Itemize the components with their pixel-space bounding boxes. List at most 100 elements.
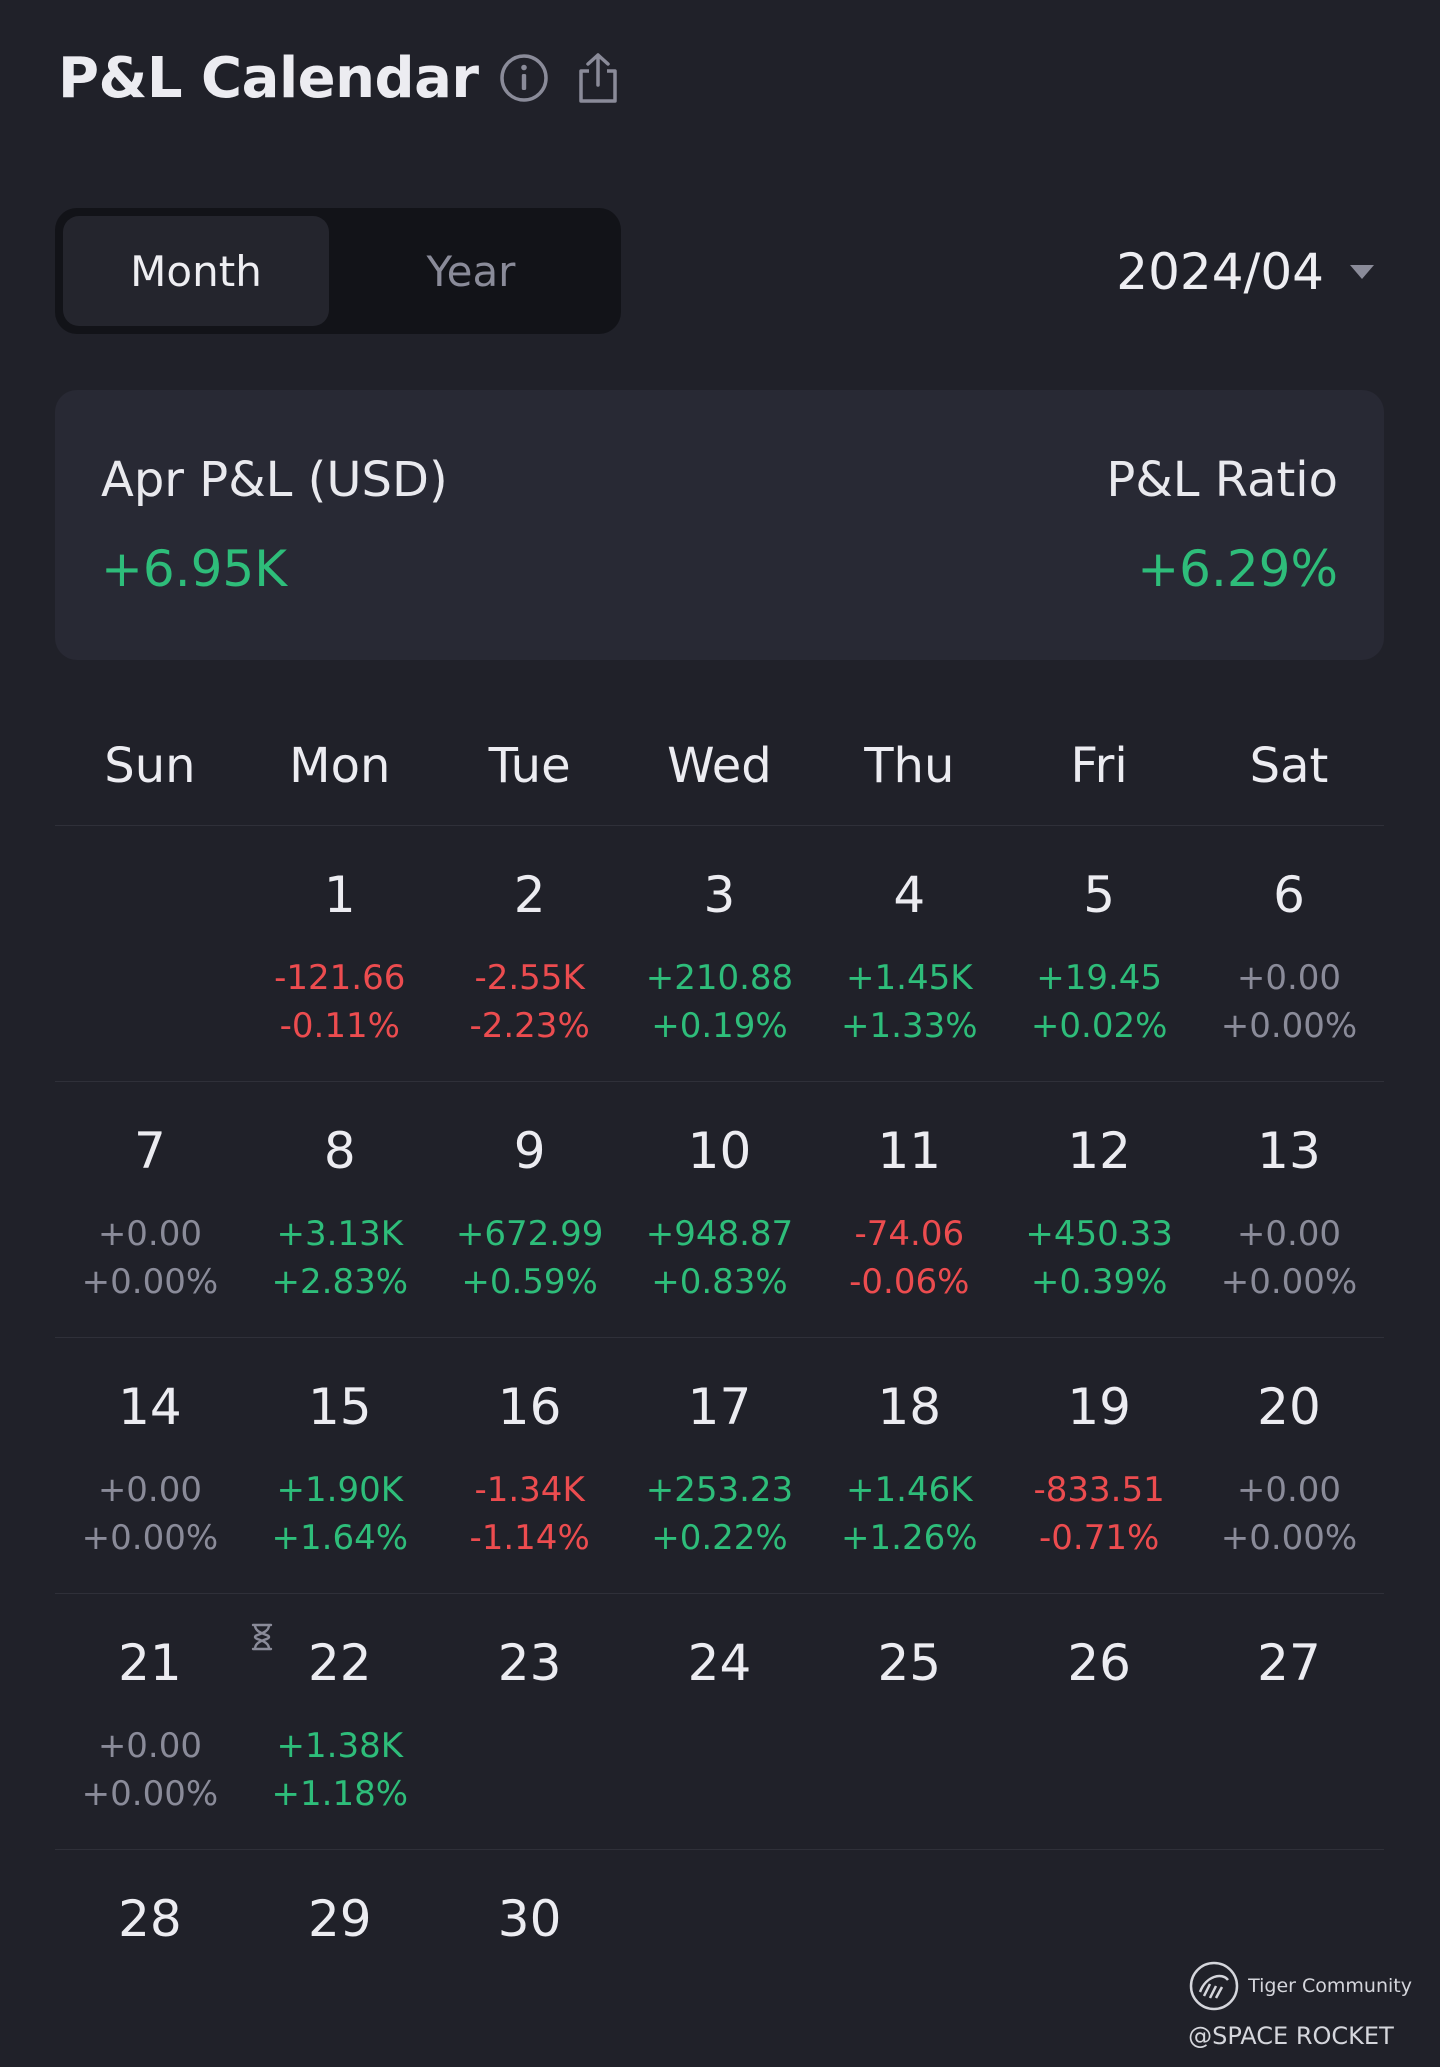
calendar-day-cell[interactable]: 27: [1194, 1594, 1384, 1849]
day-pnl-percent: +0.22%: [651, 1518, 788, 1558]
day-pnl-percent: -1.14%: [469, 1518, 590, 1558]
calendar-day-cell[interactable]: 28: [55, 1850, 245, 2067]
month-selector-value: 2024/04: [1116, 243, 1324, 301]
day-number: 4: [893, 866, 926, 924]
day-number: 26: [1067, 1634, 1131, 1692]
calendar-day-cell[interactable]: 25: [814, 1594, 1004, 1849]
calendar-day-cell[interactable]: 7 +0.00 +0.00%: [55, 1082, 245, 1337]
day-pnl-value: +450.33: [1025, 1214, 1173, 1254]
calendar-day-cell[interactable]: 17 +253.23 +0.22%: [625, 1338, 815, 1593]
day-pnl-percent: +0.00%: [81, 1518, 219, 1558]
calendar-day-cell[interactable]: 23: [435, 1594, 625, 1849]
day-pnl-value: -1.34K: [474, 1470, 585, 1510]
calendar-day-cell[interactable]: 8 +3.13K +2.83%: [245, 1082, 435, 1337]
day-pnl-percent: -0.11%: [279, 1006, 400, 1046]
month-selector[interactable]: 2024/04: [1116, 232, 1374, 312]
day-pnl-percent: +1.64%: [271, 1518, 409, 1558]
day-number: 7: [134, 1122, 166, 1180]
day-number: 5: [1083, 866, 1116, 924]
calendar-day-cell[interactable]: 11 -74.06 -0.06%: [814, 1082, 1004, 1337]
day-pnl-percent: +0.02%: [1030, 1006, 1168, 1046]
calendar-day-cell[interactable]: 30: [435, 1850, 625, 2067]
day-number: 14: [118, 1378, 182, 1436]
day-pnl-value: +1.90K: [276, 1470, 404, 1510]
day-pnl-percent: +0.39%: [1030, 1262, 1168, 1302]
calendar-day-cell[interactable]: 20 +0.00 +0.00%: [1194, 1338, 1384, 1593]
toggle-month[interactable]: Month: [63, 216, 329, 326]
tiger-community-logo-icon: [1189, 1961, 1239, 2011]
calendar-day-cell[interactable]: 19 -833.51 -0.71%: [1004, 1338, 1194, 1593]
calendar-empty-cell: [814, 1850, 1004, 2067]
header: P&L Calendar: [58, 42, 626, 114]
weekday-tue: Tue: [488, 738, 571, 794]
day-pnl-value: +0.00: [97, 1726, 203, 1766]
day-number: 2: [513, 866, 546, 924]
calendar-day-cell[interactable]: 1 -121.66 -0.11%: [245, 826, 435, 1081]
period-toggle: Month Year: [55, 208, 621, 334]
day-pnl-percent: +0.00%: [1220, 1518, 1358, 1558]
calendar-day-cell[interactable]: 13 +0.00 +0.00%: [1194, 1082, 1384, 1337]
page-title: P&L Calendar: [58, 45, 479, 111]
pnl-ratio-value: +6.29%: [1137, 540, 1338, 598]
day-pnl-value: -833.51: [1033, 1470, 1165, 1510]
day-pnl-percent: -0.06%: [849, 1262, 970, 1302]
day-pnl-percent: +0.19%: [651, 1006, 788, 1046]
day-number: 9: [513, 1122, 546, 1180]
calendar-day-cell[interactable]: 14 +0.00 +0.00%: [55, 1338, 245, 1593]
day-number: 23: [497, 1634, 562, 1692]
weekday-sat: Sat: [1249, 738, 1329, 794]
weekday-wed: Wed: [667, 738, 772, 794]
watermark-user: @SPACE ROCKET: [1188, 2022, 1394, 2050]
toggle-year[interactable]: Year: [426, 246, 516, 296]
calendar-day-cell[interactable]: 22 +1.38K +1.18%: [245, 1594, 435, 1849]
hourglass-icon: [251, 1623, 273, 1651]
calendar-day-cell[interactable]: 15 +1.90K +1.64%: [245, 1338, 435, 1593]
day-pnl-percent: +0.00%: [81, 1774, 219, 1814]
calendar-day-cell[interactable]: 12 +450.33 +0.39%: [1004, 1082, 1194, 1337]
day-number: 20: [1257, 1378, 1321, 1436]
day-pnl-percent: +0.00%: [81, 1262, 219, 1302]
summary-card: Apr P&L (USD) +6.95K P&L Ratio +6.29%: [55, 390, 1384, 660]
day-number: 18: [877, 1378, 942, 1436]
calendar-day-cell[interactable]: 18 +1.46K +1.26%: [814, 1338, 1004, 1593]
info-circle-icon[interactable]: [496, 50, 552, 106]
watermark: Tiger Community @SPACE ROCKET: [1188, 1960, 1412, 2050]
calendar-day-cell[interactable]: 6 +0.00 +0.00%: [1194, 826, 1384, 1081]
day-pnl-percent: +0.00%: [1220, 1006, 1358, 1046]
calendar-day-cell[interactable]: 10 +948.87 +0.83%: [625, 1082, 815, 1337]
day-pnl-value: +0.00: [1236, 1470, 1342, 1510]
day-number: 19: [1067, 1378, 1131, 1436]
day-number: 30: [497, 1890, 562, 1948]
day-number: 12: [1067, 1122, 1131, 1180]
calendar-day-cell[interactable]: 9 +672.99 +0.59%: [435, 1082, 625, 1337]
calendar-day-cell[interactable]: 26: [1004, 1594, 1194, 1849]
day-pnl-percent: +1.26%: [841, 1518, 978, 1558]
day-pnl-percent: +0.59%: [461, 1262, 598, 1302]
calendar-day-cell[interactable]: 29: [245, 1850, 435, 2067]
calendar-day-cell[interactable]: 5 +19.45 +0.02%: [1004, 826, 1194, 1081]
calendar-day-cell[interactable]: 24: [625, 1594, 815, 1849]
day-number: 15: [307, 1378, 372, 1436]
day-pnl-percent: +1.18%: [271, 1774, 409, 1814]
calendar-day-cell[interactable]: 3 +210.88 +0.19%: [625, 826, 815, 1081]
day-pnl-percent: -0.71%: [1039, 1518, 1160, 1558]
day-pnl-value: +253.23: [645, 1470, 794, 1510]
day-pnl-value: -121.66: [274, 958, 406, 998]
day-number: 6: [1273, 866, 1305, 924]
day-number: 8: [323, 1122, 356, 1180]
weekday-fri: Fri: [1070, 738, 1128, 794]
day-pnl-percent: +2.83%: [271, 1262, 409, 1302]
day-pnl-value: +19.45: [1036, 958, 1163, 998]
calendar-week-row: 14 +0.00 +0.00% 15 +1.90K +1.64% 16 -1.34K -1.14…: [55, 1338, 1384, 1594]
calendar-day-cell[interactable]: 2 -2.55K -2.23%: [435, 826, 625, 1081]
day-pnl-percent: +1.33%: [841, 1006, 978, 1046]
day-number: 27: [1257, 1634, 1321, 1692]
day-number: 1: [323, 866, 356, 924]
calendar-day-cell[interactable]: 4 +1.45K +1.33%: [814, 826, 1004, 1081]
calendar-day-cell[interactable]: 21 +0.00 +0.00%: [55, 1594, 245, 1849]
share-upload-icon[interactable]: [570, 50, 626, 106]
calendar-day-cell[interactable]: 16 -1.34K -1.14%: [435, 1338, 625, 1593]
day-pnl-value: +1.38K: [276, 1726, 404, 1766]
day-pnl-value: +1.46K: [846, 1470, 973, 1510]
